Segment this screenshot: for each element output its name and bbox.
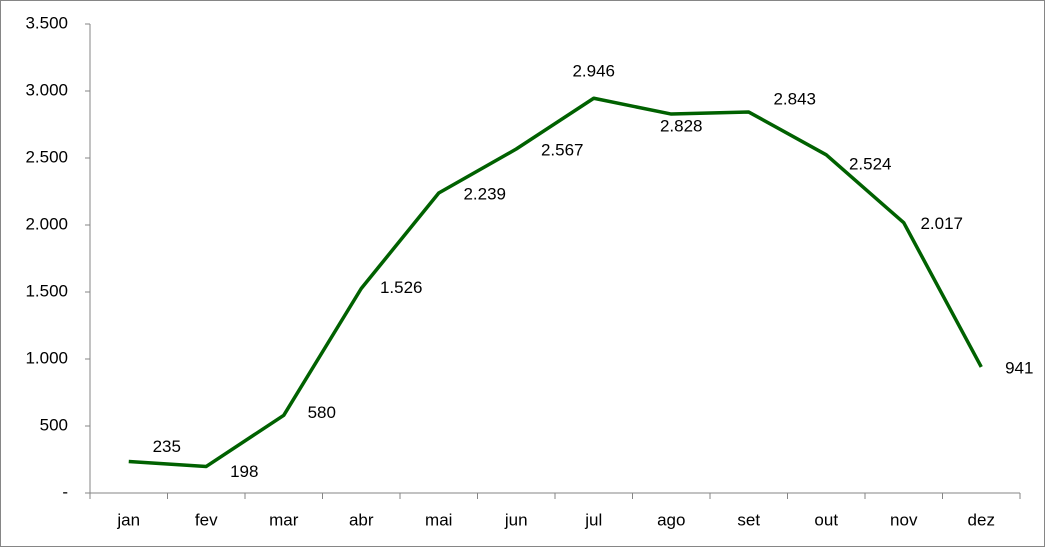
y-tick-label: 3.000 [25, 80, 68, 99]
data-label: 2.239 [463, 184, 506, 203]
x-tick-label: jul [584, 510, 602, 529]
data-label: 2.843 [773, 90, 816, 109]
data-label: 941 [1005, 358, 1033, 377]
x-tick-label: set [737, 510, 760, 529]
data-label: 2.524 [849, 154, 892, 173]
x-tick-label: out [814, 510, 838, 529]
y-tick-label: 2.000 [25, 214, 68, 233]
data-label: 2.017 [920, 214, 963, 233]
data-label: 235 [153, 437, 181, 456]
y-tick-label: 3.500 [25, 13, 68, 32]
series-line [128, 96, 983, 469]
data-label: 198 [230, 462, 258, 481]
x-tick-label: jun [504, 510, 528, 529]
y-tick-label: 1.500 [25, 281, 68, 300]
y-tick-label: - [62, 482, 68, 501]
x-tick-label: jan [116, 510, 140, 529]
data-label: 2.567 [541, 141, 584, 160]
x-tick-label: fev [195, 510, 218, 529]
data-label: 2.946 [572, 62, 615, 81]
y-tick-label: 2.500 [25, 147, 68, 166]
x-tick-label: dez [968, 510, 995, 529]
y-tick-label: 1.000 [25, 348, 68, 367]
x-tick-label: nov [890, 510, 918, 529]
data-label: 1.526 [380, 278, 423, 297]
x-tick-label: mar [269, 510, 299, 529]
data-label: 2.828 [660, 117, 703, 136]
x-tick-label: ago [657, 510, 685, 529]
x-tick-label: abr [349, 510, 374, 529]
y-tick-label: 500 [40, 415, 68, 434]
data-label: 580 [308, 403, 336, 422]
x-tick-label: mai [425, 510, 452, 529]
